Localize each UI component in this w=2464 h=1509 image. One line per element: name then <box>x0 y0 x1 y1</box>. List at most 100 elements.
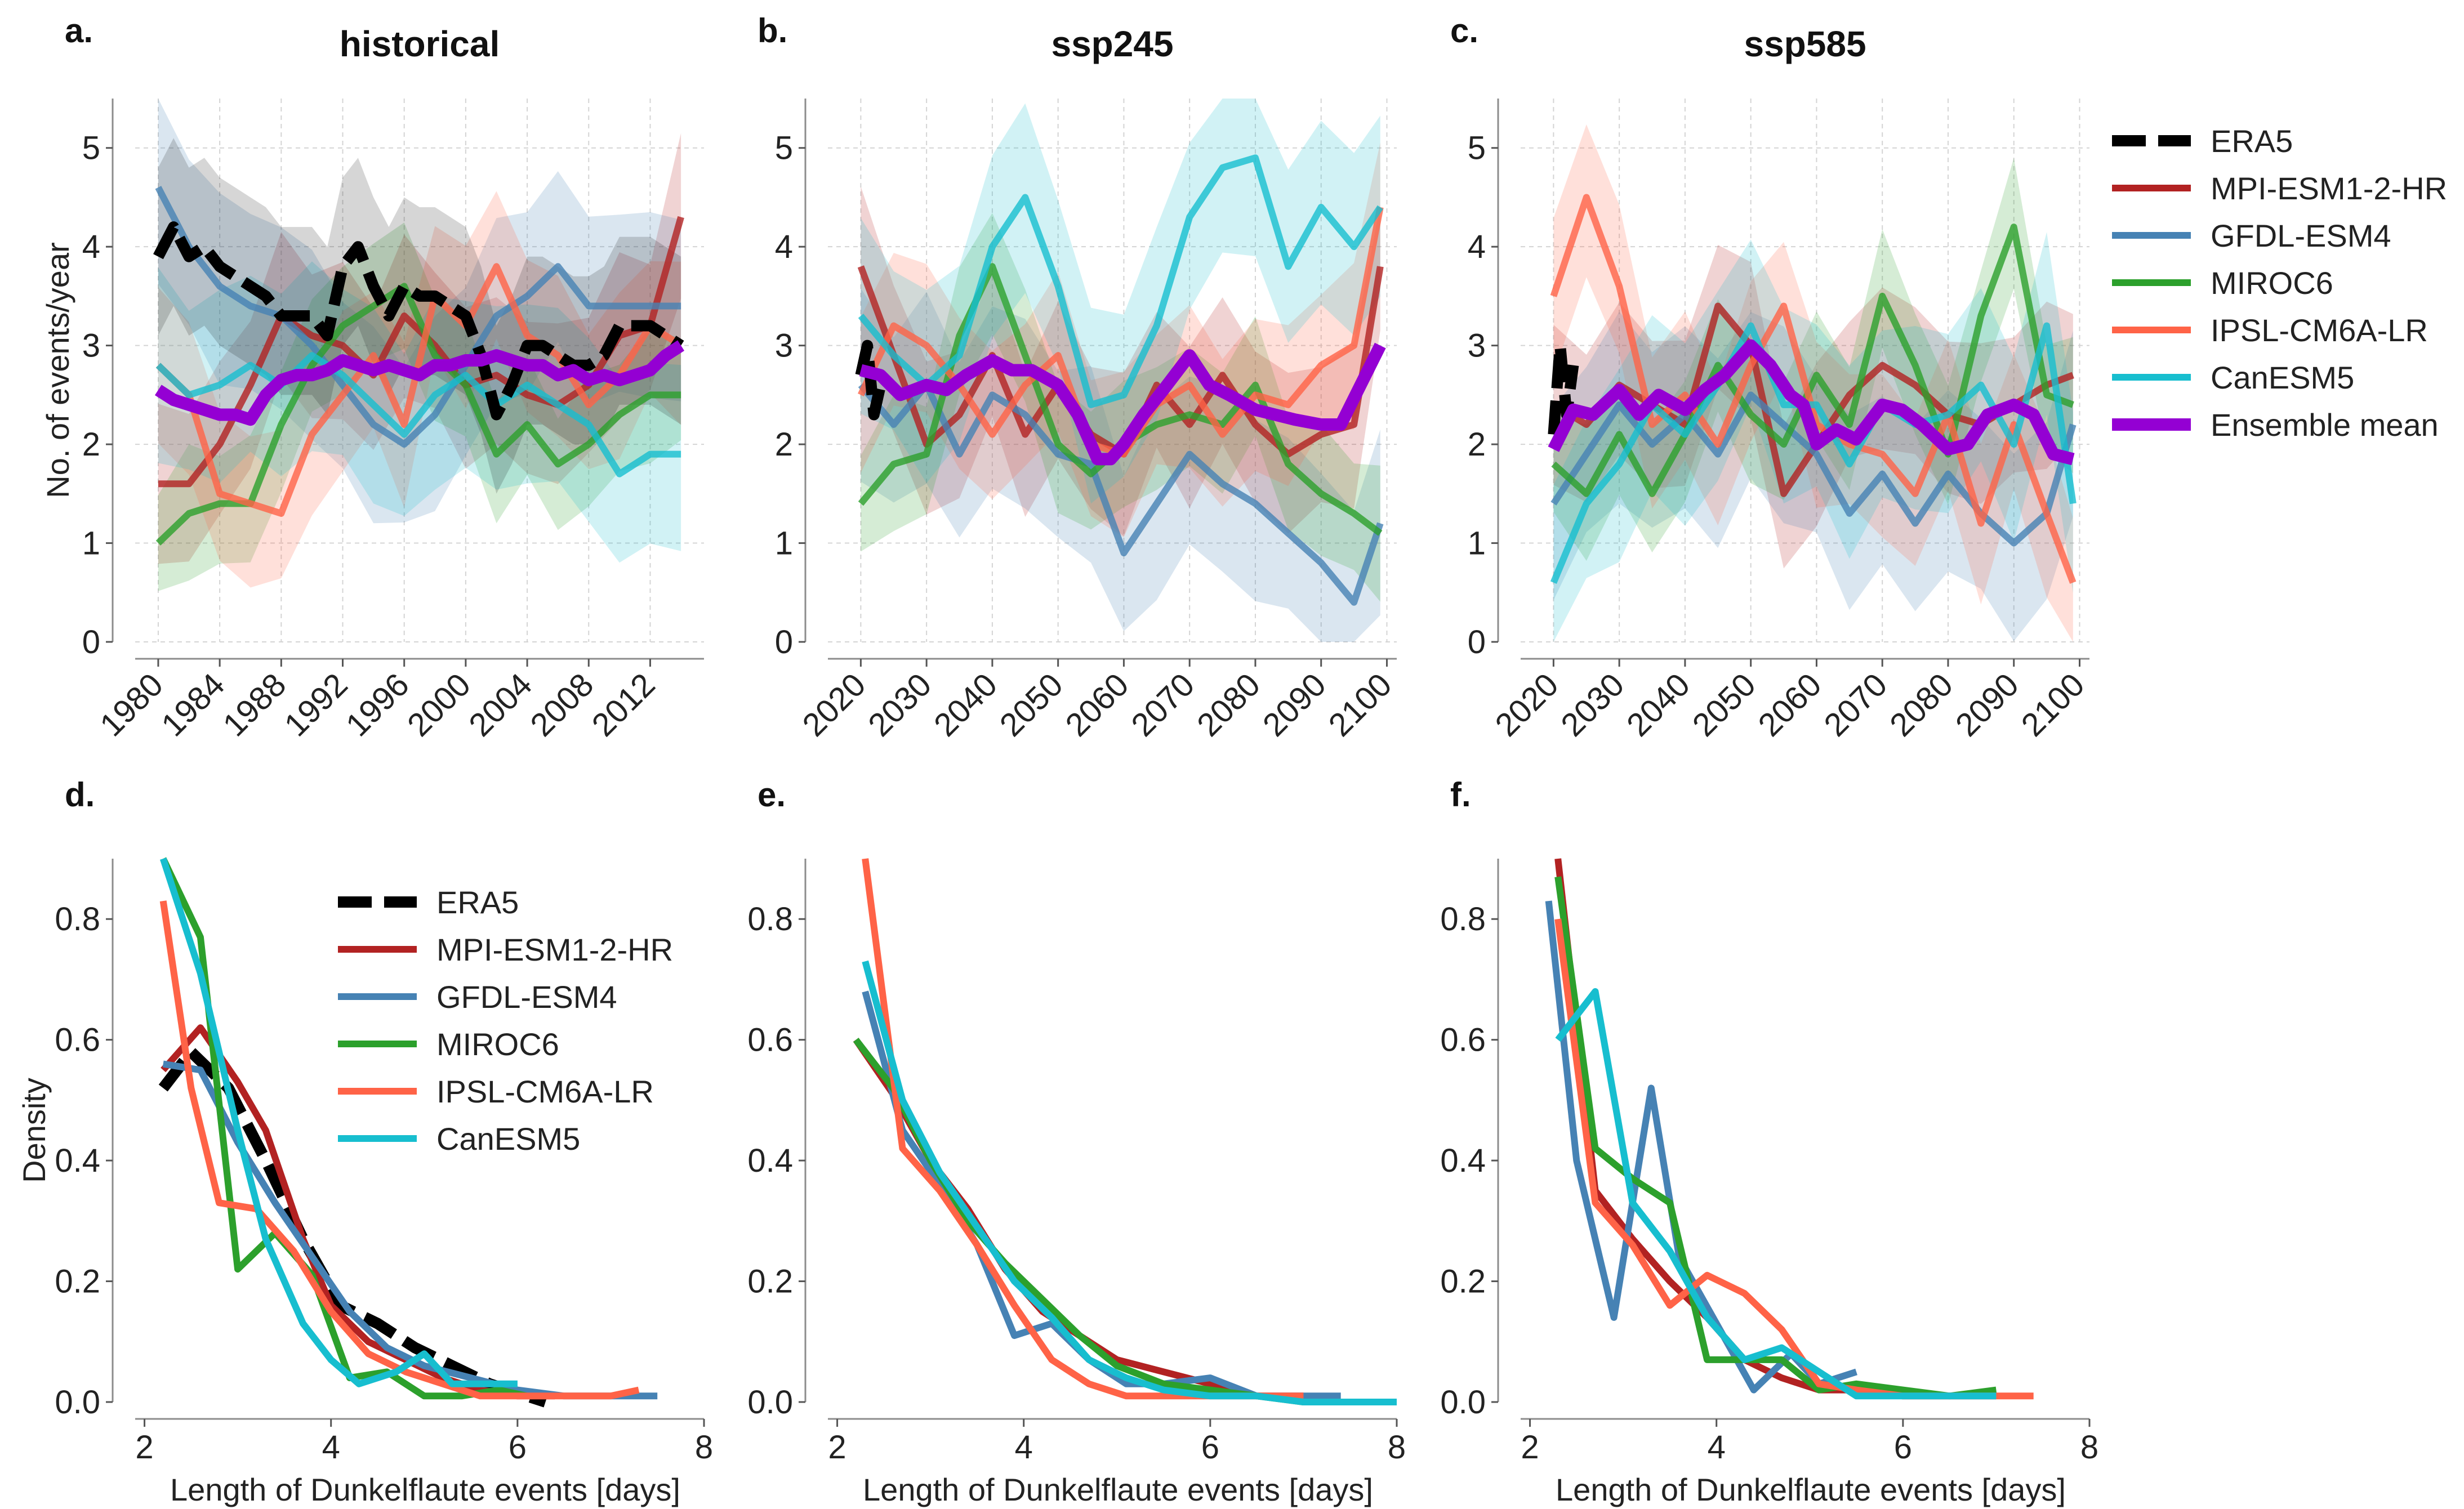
legend-label: CanESM5 <box>2211 360 2354 395</box>
x-tick-label: 2070 <box>1817 666 1894 743</box>
x-tick-label: 2030 <box>861 666 938 743</box>
x-axis-label: Length of Dunkelflaute events [days] <box>1556 1472 2066 1507</box>
y-tick-label: 5 <box>82 130 100 167</box>
x-tick-label: 2080 <box>1883 666 1960 743</box>
series-line-mpi-esm1-2-hr <box>853 1038 1304 1400</box>
y-tick-label: 3 <box>775 328 793 364</box>
y-tick-label: 0.2 <box>1440 1264 1486 1300</box>
uncertainty-band <box>861 288 1380 642</box>
x-tick-label: 2060 <box>1751 666 1828 743</box>
y-tick-label: 0.4 <box>55 1142 100 1179</box>
series-line-ipsl-cm6a-lr <box>857 206 1384 458</box>
y-tick-label: 0.4 <box>1440 1142 1486 1179</box>
x-tick-label: 2090 <box>1949 666 2026 743</box>
x-tick-label: 2070 <box>1124 666 1201 743</box>
legend-label: GFDL-ESM4 <box>2211 218 2391 253</box>
series-line-mpi-esm1-2-hr <box>1554 858 1997 1400</box>
y-tick-label: 3 <box>82 328 100 364</box>
uncertainty-band <box>861 213 1380 602</box>
y-tick-label: 1 <box>775 525 793 562</box>
legend-label: MIROC6 <box>2211 265 2333 301</box>
series-line-ensemble-mean <box>154 340 685 426</box>
panel-title: ssp585 <box>1744 24 1866 64</box>
uncertainty-band <box>158 99 681 524</box>
y-tick-label: 2 <box>82 426 100 463</box>
series-line-ipsl-cm6a-lr <box>155 263 683 517</box>
series-line-ipsl-cm6a-lr <box>862 858 1304 1400</box>
y-tick-label: 0.8 <box>55 901 100 937</box>
series-line-gfdl-esm4 <box>862 990 1341 1400</box>
x-tick-label: 2 <box>1521 1429 1539 1466</box>
y-tick-label: 3 <box>1468 328 1486 364</box>
uncertainty-band <box>861 186 1380 537</box>
x-tick-label: 2100 <box>1321 666 1398 743</box>
y-tick-label: 0 <box>1468 624 1486 660</box>
y-tick-label: 0.6 <box>747 1022 793 1059</box>
x-axis-label: Length of Dunkelflaute events [days] <box>170 1472 680 1507</box>
series-line-ipsl-cm6a-lr <box>1554 918 2034 1400</box>
x-tick-label: 2090 <box>1256 666 1333 743</box>
x-tick-label: 1996 <box>339 666 416 743</box>
x-axis-label: Length of Dunkelflaute events [days] <box>863 1472 1373 1507</box>
x-tick-label: 1992 <box>278 666 355 743</box>
y-tick-label: 2 <box>775 426 793 463</box>
x-tick-label: 2012 <box>585 666 662 743</box>
panel-c: 0 1 2 3 4 5 2020203020402050206020702080209021… <box>1450 12 2092 743</box>
legend-label: ERA5 <box>436 885 519 920</box>
series-line-canesm5 <box>159 858 518 1387</box>
x-tick-label: 8 <box>695 1429 713 1466</box>
y-tick-label: 4 <box>775 229 793 265</box>
legend-label: IPSL-CM6A-LR <box>2211 312 2428 348</box>
series-line-ipsl-cm6a-lr <box>159 900 640 1400</box>
x-tick-label: 8 <box>2080 1429 2098 1466</box>
x-tick-label: 2030 <box>1554 666 1631 743</box>
legend-label: MPI-ESM1-2-HR <box>436 932 673 967</box>
x-tick-label: 1984 <box>154 666 231 743</box>
x-tick-label: 1988 <box>216 666 293 743</box>
y-tick-label: 4 <box>1468 229 1486 265</box>
legend-label: MPI-ESM1-2-HR <box>2211 171 2447 206</box>
y-axis-label: No. of events/year <box>40 242 75 498</box>
series-line-canesm5 <box>155 352 681 477</box>
uncertainty-band <box>861 142 1380 538</box>
series-line-canesm5 <box>858 154 1383 408</box>
panel-label: e. <box>758 776 786 814</box>
x-tick-label: 2004 <box>462 666 539 743</box>
series-line-ensemble-mean <box>1548 339 2075 466</box>
panel-e: 0.0 0.2 0.4 0.6 0.8 2 4 6 8 e. Length of Dunkelfla… <box>747 776 1406 1507</box>
x-tick-label: 2050 <box>993 666 1070 743</box>
x-tick-label: 6 <box>509 1429 527 1466</box>
x-tick-label: 2060 <box>1058 666 1135 743</box>
y-axis-label: Density <box>16 1078 52 1183</box>
series-line-canesm5 <box>1555 988 1997 1400</box>
y-tick-label: 0 <box>82 624 100 660</box>
series-line-canesm5 <box>862 960 1397 1405</box>
y-tick-label: 0.0 <box>55 1384 100 1421</box>
legend-label: Ensemble mean <box>2211 407 2439 443</box>
legend-bottom: ERA5 MPI-ESM1-2-HR GFDL-ESM4 MIROC6 IPSL-CM6… <box>338 885 673 1157</box>
panel-title: historical <box>340 24 500 64</box>
series-line-ensemble-mean <box>859 342 1386 466</box>
legend-label: IPSL-CM6A-LR <box>436 1074 654 1109</box>
x-tick-label: 6 <box>1894 1429 1912 1466</box>
panel-title: ssp245 <box>1051 24 1173 64</box>
y-tick-label: 0.4 <box>747 1142 793 1179</box>
x-tick-label: 2100 <box>2014 666 2091 743</box>
panel-label: f. <box>1450 776 1471 814</box>
uncertainty-band <box>861 99 1380 504</box>
y-tick-label: 0 <box>775 624 793 660</box>
series-line-era5 <box>153 221 684 421</box>
y-tick-label: 1 <box>1468 525 1486 562</box>
x-tick-label: 1980 <box>93 666 170 743</box>
y-tick-label: 0.2 <box>55 1264 100 1300</box>
x-tick-label: 2050 <box>1686 666 1763 743</box>
y-tick-label: 0.8 <box>1440 901 1486 937</box>
x-tick-label: 2008 <box>523 666 600 743</box>
x-tick-label: 8 <box>1388 1429 1406 1466</box>
series-line-gfdl-esm4 <box>858 381 1384 606</box>
y-tick-label: 0.2 <box>747 1264 793 1300</box>
legend-label: MIROC6 <box>436 1026 559 1062</box>
x-tick-label: 4 <box>1015 1429 1033 1466</box>
y-tick-label: 0.0 <box>1440 1384 1486 1421</box>
